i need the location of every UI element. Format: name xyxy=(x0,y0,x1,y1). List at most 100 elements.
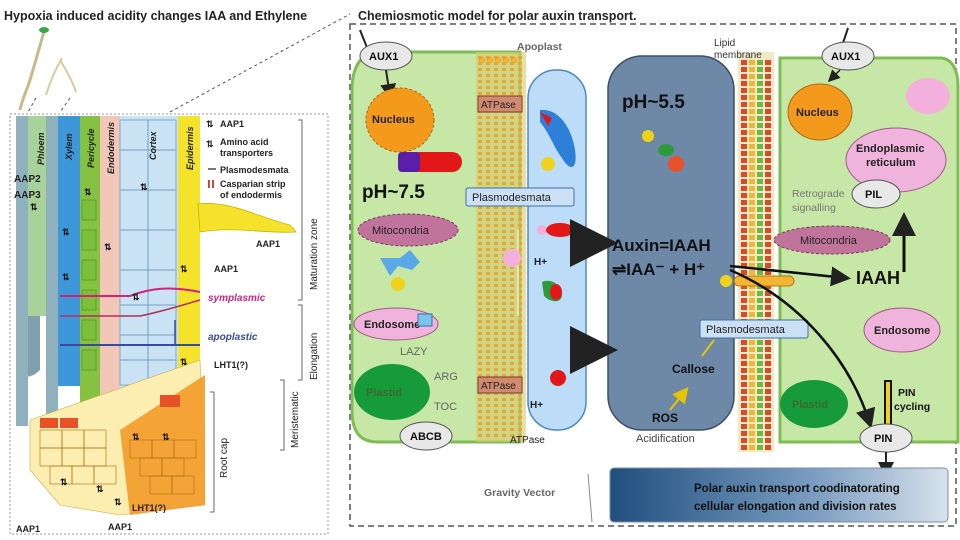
legend-aap1-icon: ⇅ xyxy=(206,119,214,129)
receptor-cap xyxy=(398,152,420,172)
abcb-label: ABCB xyxy=(410,431,442,443)
legend-amino2: transporters xyxy=(220,148,273,158)
atpase-label: ATPase xyxy=(510,435,545,446)
zoom-line-right xyxy=(169,13,351,113)
zone-brackets xyxy=(210,119,303,513)
aux1-right-down xyxy=(827,69,841,83)
plastid-left-label: Plastid xyxy=(366,387,402,399)
nucleus-right xyxy=(787,83,853,141)
central-green xyxy=(658,144,674,156)
legend-amino-icon: ⇅ xyxy=(206,139,214,149)
label-aap1-epi: AAP1 xyxy=(214,264,238,274)
pil-label: PIL xyxy=(865,189,882,201)
nucleus-left xyxy=(365,87,435,153)
zoom-line-left xyxy=(27,97,37,113)
endosome-left-label: Endosome xyxy=(364,319,420,331)
ph-center: pH~5.5 xyxy=(622,92,685,113)
mito-right xyxy=(773,225,891,255)
plasmo-left xyxy=(465,187,575,207)
svg-text:⇅: ⇅ xyxy=(62,227,70,237)
legend-casp2: of endodermis xyxy=(220,190,282,200)
polar-box xyxy=(609,467,949,523)
central-yellow xyxy=(642,130,654,142)
channel-transporter xyxy=(733,275,795,287)
yellow-dot-2 xyxy=(391,277,405,291)
red-dot xyxy=(550,370,566,386)
central-orange xyxy=(668,156,684,172)
svg-text:⇅: ⇅ xyxy=(104,242,112,252)
label-lht1-bottom: LHT1(?) xyxy=(132,503,166,513)
legend-plasmo: Plasmodesmata xyxy=(220,165,290,175)
pink-dot-2 xyxy=(537,225,547,235)
gravity-label: Gravity Vector xyxy=(484,487,555,499)
nucleus-right-label: Nucleus xyxy=(796,107,839,119)
svg-text:⇅: ⇅ xyxy=(96,484,104,494)
mito-left-label: Mitocondria xyxy=(372,225,430,237)
plastid-right-label: Plastid xyxy=(792,399,828,411)
right-frame xyxy=(349,23,957,527)
svg-text:⇅: ⇅ xyxy=(132,432,140,442)
aux1-right-label: AUX1 xyxy=(831,51,860,63)
svg-text:⇅: ⇅ xyxy=(180,264,188,274)
polar-text-2: cellular elongation and division rates xyxy=(694,501,897,513)
ph-left: pH~7.5 xyxy=(362,182,425,203)
yellow-dot-1 xyxy=(541,157,555,171)
right-title: Chemiosmotic model for polar auxin trans… xyxy=(358,9,637,23)
mito-left xyxy=(357,213,459,247)
endosome-right xyxy=(863,307,941,353)
lazy-label: LAZY xyxy=(400,346,428,358)
legend-aap1: AAP1 xyxy=(220,119,244,129)
legend-casp1: Casparian strip xyxy=(220,179,286,189)
iaah-arrow xyxy=(729,264,851,287)
tissue-xylem: Xylem xyxy=(64,133,74,161)
zone-meristematic: Meristematic xyxy=(290,391,301,448)
callose-label: Callose xyxy=(672,362,715,376)
mito-right-label: Mitocondria xyxy=(800,235,858,247)
symplasmic-path xyxy=(60,287,201,297)
legend: ⇅ AAP1 ⇅ Amino acid transporters Plasmod… xyxy=(206,119,290,200)
pil xyxy=(851,179,901,209)
plasmo-left-label: Plasmodesmata xyxy=(472,192,552,204)
svg-text:⇅: ⇅ xyxy=(60,477,68,487)
svg-text:⇅: ⇅ xyxy=(140,182,148,192)
apoplast-label: Apoplast xyxy=(517,41,562,53)
tissue-phloem: Phloem xyxy=(36,132,46,165)
abcb xyxy=(399,421,453,451)
transporter-arrows: ⇅ ⇅ ⇅ ⇅ ⇅ ⇅ ⇅ ⇅ ⇅ ⇅ ⇅ ⇅ ⇅ ⇅ xyxy=(30,182,188,507)
plasmo-right xyxy=(699,319,809,339)
arg-label: ARG xyxy=(434,371,458,383)
ros-label: ROS xyxy=(652,411,678,425)
label-aap2: AAP2 xyxy=(14,174,41,185)
atpase-bottom xyxy=(477,376,523,394)
label-lht1-right: LHT1(?) xyxy=(214,360,248,370)
symplasmic-path-2 xyxy=(60,299,201,317)
red-blob xyxy=(550,284,562,300)
tissue-cortex: Cortex xyxy=(148,130,158,160)
iaah-label: IAAH xyxy=(856,268,900,288)
pin-arrow xyxy=(729,268,876,429)
tissue-epidermis: Epidermis xyxy=(185,126,195,170)
auxin-eq-2: ⇌IAA⁻ + H⁺ xyxy=(612,260,705,279)
auxin-eq-1: Auxin=IAAH xyxy=(612,236,711,255)
label-symplasmic: symplasmic xyxy=(208,293,266,304)
aux1-left-label: AUX1 xyxy=(369,51,398,63)
svg-text:⇅: ⇅ xyxy=(162,432,170,442)
atpase-bottom-label: ATPase xyxy=(481,381,516,392)
label-apoplastic: apoplastic xyxy=(208,332,258,343)
pin-channel-core xyxy=(886,382,890,430)
atpase-top xyxy=(477,95,523,113)
pericycle-cells xyxy=(81,199,97,371)
zoom-line-mid xyxy=(59,97,71,113)
acidification-label: Acidification xyxy=(636,433,695,445)
svg-text:⇅: ⇅ xyxy=(132,292,140,302)
zone-maturation: Maturation zone xyxy=(309,218,320,290)
pink-dot xyxy=(503,249,521,267)
polar-text-1: Polar auxin transport coodinatorating xyxy=(694,483,900,495)
gravity-line xyxy=(587,473,593,523)
er-label-1: Endoplasmic xyxy=(856,143,924,155)
endosome-left xyxy=(353,307,439,341)
svg-text:⇅: ⇅ xyxy=(30,202,38,212)
seedling-icon xyxy=(18,27,77,111)
left-title: Hypoxia induced acidity changes IAA and … xyxy=(4,9,307,23)
